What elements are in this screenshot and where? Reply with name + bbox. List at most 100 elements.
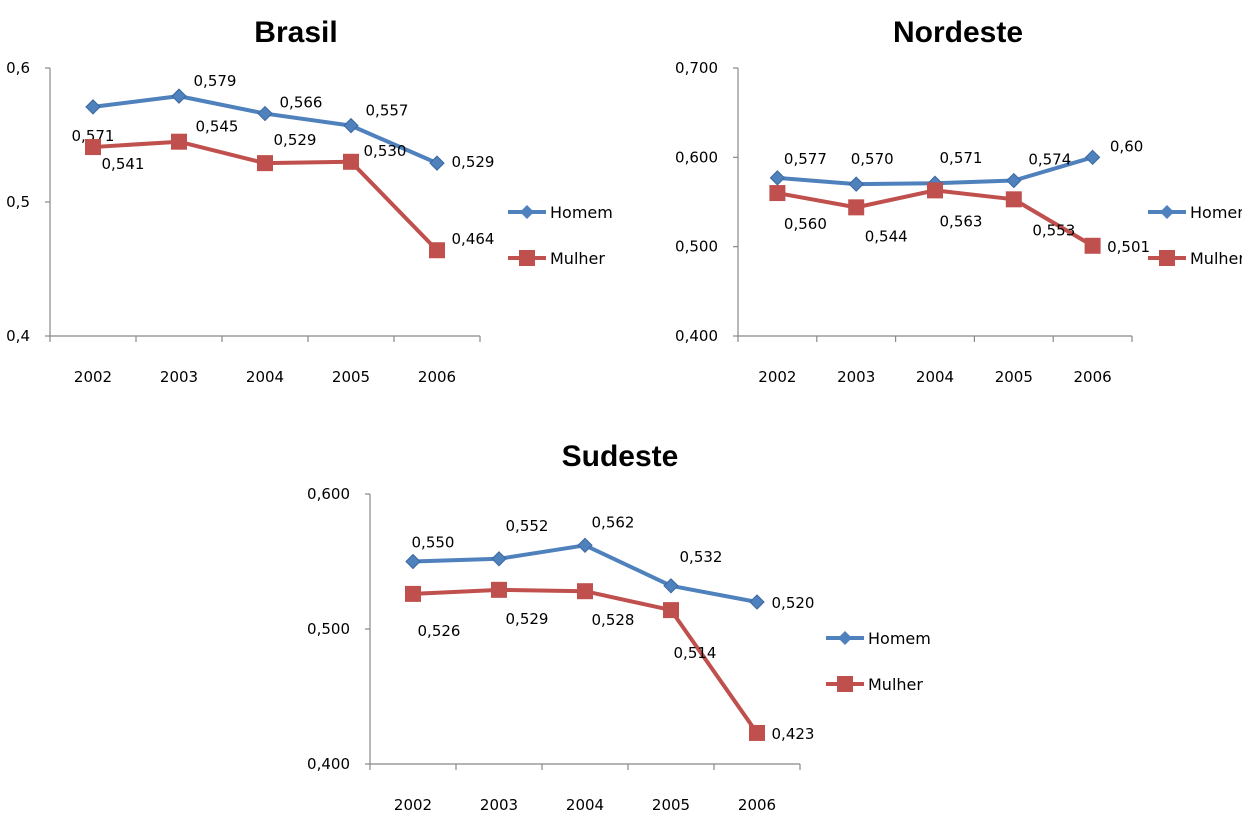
data-point-mulher (343, 153, 359, 170)
legend-marker (520, 205, 534, 219)
legend-item-homem: Homem (508, 203, 613, 222)
data-point-mulher (405, 585, 421, 602)
chart-title: Brasil (254, 16, 337, 49)
data-point-homem (491, 551, 507, 567)
x-tick-label: 2003 (480, 796, 518, 814)
data-label-mulher: 0,544 (865, 227, 908, 245)
data-point-homem (1006, 172, 1022, 189)
data-point-mulher (663, 602, 679, 619)
x-tick-label: 2005 (995, 368, 1033, 386)
y-tick-label: 0,600 (307, 485, 350, 503)
data-point-homem (429, 155, 445, 171)
data-label-homem: 0,557 (366, 102, 409, 120)
data-point-homem (848, 176, 864, 192)
data-point-mulher (491, 581, 507, 598)
series-mulher: 0,526 0,529 0,528 0,514 0,423 (405, 581, 815, 743)
x-tick-label: 2005 (332, 368, 370, 386)
data-label-homem: 0,577 (784, 150, 827, 168)
data-label-homem: 0,552 (506, 517, 549, 535)
data-label-homem: 0,60 (1110, 137, 1143, 155)
series-homem: 0,571 0,579 0,566 0,557 0,529 (72, 72, 495, 171)
x-tick-label: 2006 (1074, 368, 1112, 386)
data-point-homem (405, 553, 421, 570)
data-label-mulher: 0,563 (940, 212, 983, 230)
data-label-homem: 0,566 (280, 94, 323, 112)
legend-item-mulher: Mulher (826, 675, 923, 694)
y-tick-label: 0,400 (307, 755, 350, 773)
data-label-mulher: 0,529 (274, 131, 317, 149)
data-label-mulher: 0,553 (1032, 221, 1075, 239)
data-label-homem: 0,532 (680, 548, 723, 566)
chart-title: Sudeste (562, 440, 679, 473)
legend: Homem Mulher (826, 629, 931, 694)
series-homem: 0,577 0,570 0,571 0,574 0,60 (769, 137, 1143, 192)
data-label-mulher: 0,526 (418, 622, 461, 640)
data-point-homem (749, 594, 765, 610)
x-tick-label: 2006 (418, 368, 456, 386)
legend-marker (519, 250, 535, 266)
data-label-mulher: 0,528 (592, 611, 635, 629)
data-label-mulher: 0,423 (772, 725, 815, 743)
legend-marker (838, 631, 852, 645)
y-tick-label: 0,700 (675, 59, 718, 77)
chart-axes: 0,400 0,500 0,600 0,700 2002 2003 2004 2005 2006 (675, 59, 1133, 386)
legend-item-homem: Homem (826, 629, 931, 648)
x-tick-label: 2004 (246, 368, 284, 386)
chart-title: Nordeste (893, 16, 1023, 49)
data-label-homem: 0,570 (851, 150, 894, 168)
x-tick-label: 2003 (837, 368, 875, 386)
data-point-homem (1084, 149, 1101, 166)
data-point-mulher (171, 133, 187, 150)
legend: Homem Mulher (1148, 203, 1242, 268)
data-point-mulher (429, 242, 445, 259)
data-point-homem (663, 578, 679, 594)
legend-item-homem: Homem (1148, 203, 1242, 222)
y-tick-label: 0,500 (675, 238, 718, 256)
legend-marker (1160, 205, 1174, 219)
chart-axes: 0,400 0,500 0,600 2002 2003 2004 2005 2006 (307, 485, 801, 814)
data-point-mulher (749, 724, 765, 741)
data-label-mulher: 0,541 (102, 155, 145, 173)
data-label-homem: 0,550 (412, 534, 455, 552)
x-tick-label: 2004 (566, 796, 604, 814)
data-label-mulher: 0,530 (364, 142, 407, 160)
x-tick-label: 2003 (160, 368, 198, 386)
data-label-homem: 0,520 (772, 594, 815, 612)
data-label-homem: 0,574 (1028, 151, 1071, 169)
data-label-mulher: 0,464 (452, 230, 495, 248)
chart-brasil: Brasil 0,4 0,5 0,6 2002 2003 2004 2005 2006 0,571… (6, 16, 613, 386)
data-label-mulher: 0,529 (506, 610, 549, 628)
legend-item-mulher: Mulher (508, 249, 605, 268)
legend-label: Mulher (1190, 249, 1242, 268)
data-label-homem: 0,529 (452, 153, 495, 171)
legend-label: Homem (1190, 203, 1242, 222)
data-label-homem: 0,571 (940, 149, 983, 167)
series-mulher: 0,541 0,545 0,529 0,530 0,464 (85, 118, 494, 259)
data-point-homem (577, 537, 593, 554)
series-mulher: 0,560 0,544 0,563 0,553 0,501 (769, 182, 1150, 256)
y-tick-label: 0,500 (307, 620, 350, 638)
x-tick-label: 2002 (394, 796, 432, 814)
x-tick-label: 2002 (758, 368, 796, 386)
legend-label: Mulher (550, 249, 605, 268)
data-point-homem (171, 88, 187, 104)
y-tick-label: 0,600 (675, 148, 718, 166)
data-point-homem (257, 105, 273, 122)
chart-axes: 0,4 0,5 0,6 2002 2003 2004 2005 2006 (6, 59, 481, 386)
legend-item-mulher: Mulher (1148, 249, 1242, 268)
data-point-homem (769, 170, 786, 186)
y-tick-label: 0,4 (6, 327, 30, 345)
data-point-mulher (769, 185, 786, 202)
data-point-mulher (927, 182, 943, 199)
x-tick-label: 2005 (652, 796, 690, 814)
legend-label: Mulher (868, 675, 923, 694)
x-tick-label: 2002 (74, 368, 112, 386)
data-point-mulher (1084, 237, 1101, 254)
data-label-homem: 0,562 (592, 513, 635, 531)
data-point-mulher (1005, 191, 1022, 208)
y-tick-label: 0,5 (6, 193, 30, 211)
data-point-mulher (257, 155, 273, 172)
x-tick-label: 2004 (916, 368, 954, 386)
data-point-mulher (85, 139, 101, 156)
chart-sudeste: Sudeste 0,400 0,500 0,600 2002 2003 2004 2005 20… (307, 440, 931, 814)
